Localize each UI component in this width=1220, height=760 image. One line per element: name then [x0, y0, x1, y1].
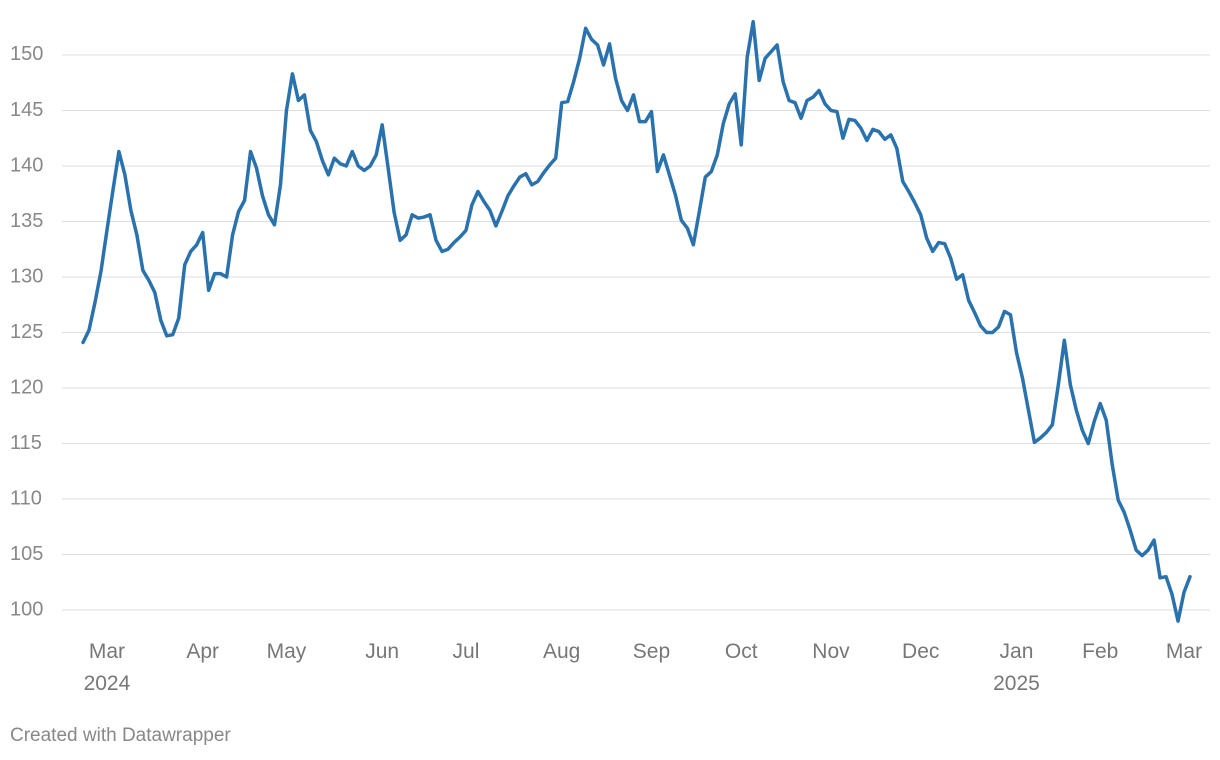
price-line — [81, 19, 1192, 623]
y-tick-label: 140 — [10, 154, 43, 176]
y-tick-label: 150 — [10, 43, 43, 65]
x-tick-label: Oct — [724, 640, 758, 663]
x-tick-label: Dec — [902, 640, 940, 663]
y-tick-label: 110 — [10, 487, 42, 509]
footer: Created with Datawrapper — [10, 725, 231, 746]
x-tick-label: Jan 2025 — [993, 640, 1040, 695]
x-tick-label: Mar 2024 — [83, 640, 131, 695]
x-tick-label: Nov — [812, 640, 850, 663]
x-tick-label: Jun — [365, 640, 400, 663]
x-tick-label: May — [266, 640, 307, 663]
x-tick-label: Feb — [1082, 640, 1119, 663]
x-tick-label: Sep — [632, 640, 671, 663]
x-tick-label: Jul — [452, 640, 480, 663]
y-tick-label: 130 — [10, 265, 43, 287]
y-tick-label: 115 — [10, 432, 42, 454]
y-tick-label: 125 — [10, 321, 43, 343]
y-tick-label: 145 — [10, 99, 43, 121]
x-tick-label: Mar — [1165, 640, 1203, 663]
x-tick-label: Apr — [186, 640, 220, 663]
y-tick-label: 100 — [10, 598, 43, 620]
y-tick-label: 135 — [10, 210, 43, 232]
x-tick-label: Aug — [543, 640, 581, 663]
y-tick-label: 105 — [10, 543, 43, 565]
y-tick-label: 120 — [10, 376, 43, 398]
